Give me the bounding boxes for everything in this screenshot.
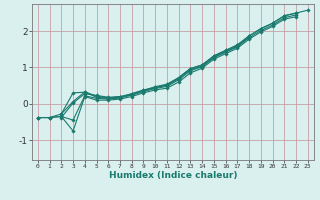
X-axis label: Humidex (Indice chaleur): Humidex (Indice chaleur) [108,171,237,180]
